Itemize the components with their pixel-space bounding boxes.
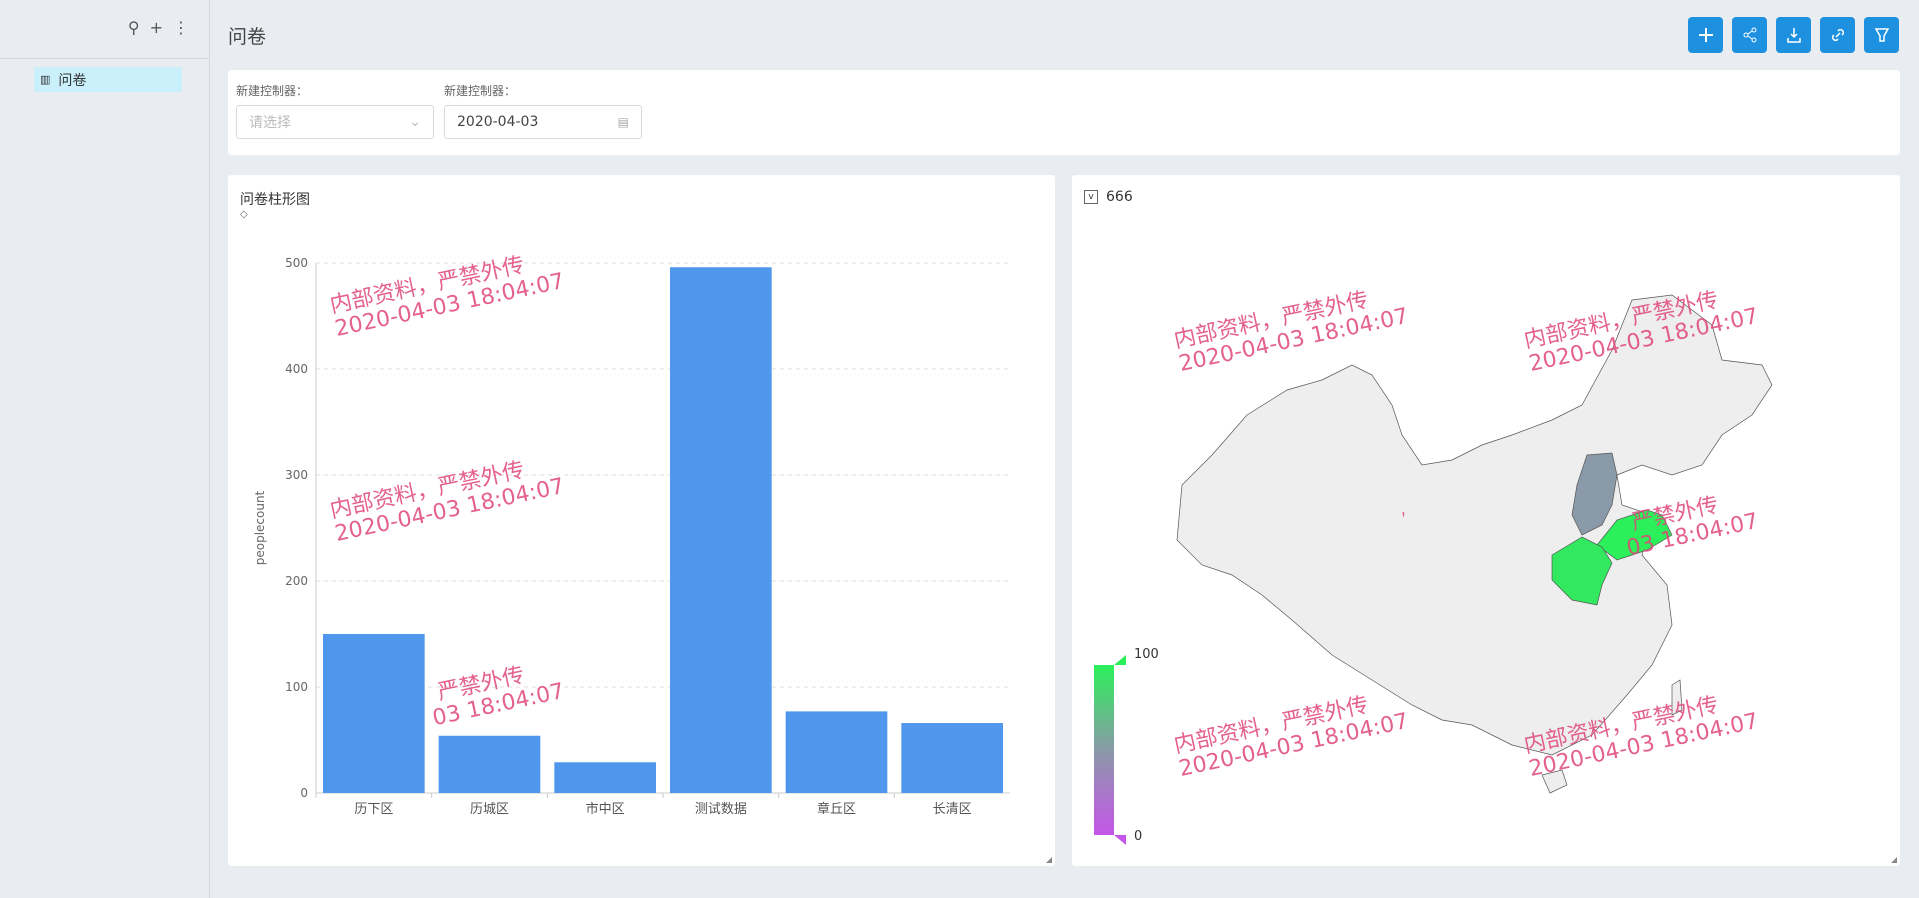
china-map[interactable] bbox=[1072, 175, 1900, 866]
search-icon[interactable]: ⚲ bbox=[127, 18, 140, 37]
x-tick-label: 历下区 bbox=[354, 802, 393, 817]
bar bbox=[323, 634, 425, 793]
visual-map-max: 100 bbox=[1134, 647, 1159, 662]
drill-icon[interactable]: ◇ bbox=[240, 209, 248, 220]
bar-chart-panel: 问卷柱形图 ◇ 0 100 200 300 400 500 peoplecount 历下区 历城… bbox=[228, 175, 1055, 866]
x-tick-label: 长清区 bbox=[933, 802, 972, 817]
bar-chart: 0 100 200 300 400 500 peoplecount 历下区 历城区 市中区 测试数据… bbox=[253, 256, 1010, 817]
calendar-icon: ▤ bbox=[617, 115, 629, 129]
resize-handle[interactable] bbox=[1891, 857, 1897, 863]
x-tick-label: 章丘区 bbox=[817, 801, 856, 817]
bar bbox=[670, 267, 772, 793]
y-tick-label: 400 bbox=[285, 362, 308, 376]
y-tick-label: 0 bbox=[300, 786, 308, 800]
date-value: 2020-04-03 bbox=[457, 114, 539, 130]
panel-title: 问卷柱形图 bbox=[240, 192, 310, 208]
share-icon bbox=[1743, 27, 1756, 43]
map-island-taiwan bbox=[1671, 679, 1683, 716]
panel-title: 666 bbox=[1106, 189, 1133, 205]
add-button[interactable] bbox=[1688, 17, 1723, 53]
map-region-shanxi bbox=[1571, 452, 1618, 536]
visual-map-min: 0 bbox=[1134, 829, 1143, 844]
y-tick-label: 200 bbox=[285, 574, 308, 588]
map-island-hainan bbox=[1541, 769, 1568, 794]
filter-label: 新建控制器： bbox=[444, 84, 517, 98]
share-button[interactable] bbox=[1732, 17, 1767, 53]
filter-button[interactable] bbox=[1864, 17, 1899, 53]
visual-map-min-handle[interactable] bbox=[1114, 835, 1126, 845]
resize-handle[interactable] bbox=[1046, 857, 1052, 863]
x-tick-label: 市中区 bbox=[586, 801, 625, 817]
y-tick-label: 300 bbox=[285, 468, 308, 482]
select-placeholder: 请选择 bbox=[249, 115, 291, 131]
select-dropdown[interactable]: 请选择 ⌄ bbox=[236, 105, 434, 139]
filter-label: 新建控制器： bbox=[236, 84, 309, 98]
chart-icon: ▥ bbox=[40, 73, 51, 86]
y-tick-label: 100 bbox=[285, 680, 308, 694]
filter-icon bbox=[1874, 28, 1889, 42]
x-tick-label: 测试数据 bbox=[695, 802, 747, 817]
map-panel: v 666 100 0 内部资料，严禁外传 2020-04-03 18:04:07 … bbox=[1072, 175, 1900, 866]
date-picker[interactable]: 2020-04-03 ▤ bbox=[444, 105, 642, 139]
bar bbox=[901, 723, 1003, 793]
plus-icon bbox=[1698, 28, 1713, 42]
map-region-henan bbox=[1551, 536, 1613, 606]
x-tick-label: 历城区 bbox=[470, 802, 509, 817]
bar bbox=[438, 735, 541, 793]
bar bbox=[785, 711, 888, 793]
bar bbox=[554, 762, 656, 793]
collapse-icon[interactable]: v bbox=[1084, 190, 1098, 204]
chevron-down-icon: ⌄ bbox=[409, 114, 421, 130]
map-region-shandong bbox=[1596, 509, 1673, 561]
sidebar: ⚲ + ⋮ ▥ 问卷 bbox=[0, 0, 210, 898]
page-title: 问卷 bbox=[228, 26, 267, 48]
y-axis-label: peoplecount bbox=[253, 490, 267, 565]
filter-panel: 新建控制器： 请选择 ⌄ 新建控制器： 2020-04-03 ▤ bbox=[228, 70, 1900, 155]
more-icon[interactable]: ⋮ bbox=[173, 18, 189, 37]
plus-icon[interactable]: + bbox=[149, 18, 163, 37]
map-country bbox=[1176, 294, 1773, 756]
link-icon bbox=[1831, 28, 1844, 42]
visual-map-bar bbox=[1094, 665, 1114, 835]
visual-map-max-handle[interactable] bbox=[1114, 655, 1126, 665]
y-tick-label: 500 bbox=[285, 256, 308, 270]
sidebar-item-questionnaire[interactable]: ▥ 问卷 bbox=[34, 67, 182, 92]
visual-map-legend[interactable]: 100 0 bbox=[1094, 647, 1159, 845]
divider bbox=[0, 58, 209, 59]
download-button[interactable] bbox=[1776, 17, 1811, 53]
download-icon bbox=[1786, 28, 1801, 43]
sidebar-item-label: 问卷 bbox=[58, 72, 87, 89]
link-button[interactable] bbox=[1820, 17, 1855, 53]
